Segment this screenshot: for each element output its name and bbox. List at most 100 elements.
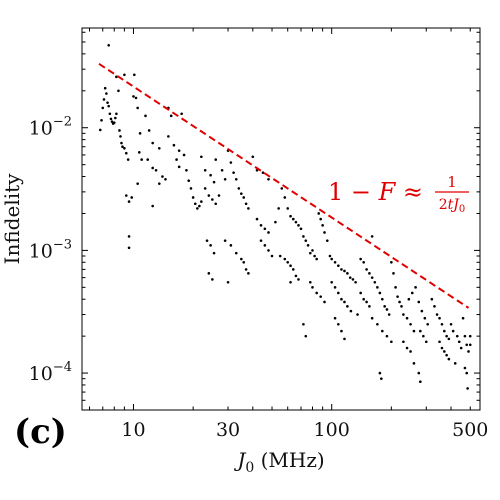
data-point <box>137 151 141 154</box>
data-point <box>119 135 122 138</box>
data-point <box>267 177 270 181</box>
data-point <box>447 337 451 341</box>
data-point <box>226 280 230 284</box>
data-point <box>323 231 326 234</box>
data-point <box>315 291 318 295</box>
data-point <box>100 118 103 122</box>
data-point <box>207 272 211 275</box>
data-point <box>376 322 379 326</box>
data-point <box>309 280 312 284</box>
data-point <box>267 249 270 252</box>
data-point <box>424 340 428 344</box>
data-point <box>410 291 414 295</box>
data-point <box>133 73 136 77</box>
data-point <box>138 132 142 135</box>
data-point <box>370 276 374 279</box>
data-point <box>147 129 151 132</box>
data-point <box>297 224 300 227</box>
data-point <box>325 239 329 242</box>
data-point <box>343 300 346 304</box>
data-points <box>98 43 472 390</box>
data-point <box>340 268 343 271</box>
data-point <box>182 153 186 157</box>
data-point <box>443 350 446 353</box>
data-point <box>420 309 424 313</box>
data-point <box>115 112 118 116</box>
data-point <box>333 260 337 264</box>
data-point <box>311 249 314 252</box>
data-point <box>291 268 295 271</box>
data-point <box>172 143 176 147</box>
data-point <box>356 313 359 316</box>
data-point <box>385 334 389 338</box>
data-point <box>232 171 235 174</box>
data-point <box>214 202 218 206</box>
y-tick-label: 10−3 <box>29 237 72 262</box>
data-point <box>311 286 314 289</box>
data-point <box>211 198 214 201</box>
data-point <box>277 207 280 210</box>
data-point <box>319 217 322 221</box>
data-point <box>294 274 298 278</box>
data-point <box>107 43 111 47</box>
data-point <box>121 145 124 149</box>
x-tick-label: 500 <box>452 419 488 441</box>
data-point <box>211 278 214 281</box>
data-point <box>378 291 382 295</box>
data-point <box>267 231 270 234</box>
data-point <box>124 194 128 197</box>
data-point <box>343 269 346 273</box>
data-point <box>98 128 102 132</box>
data-point <box>154 168 158 172</box>
data-point <box>466 387 469 390</box>
data-point <box>123 73 126 77</box>
y-tick-label: 10−4 <box>29 360 72 385</box>
data-point <box>426 322 429 326</box>
data-point <box>289 264 292 268</box>
data-point <box>123 146 126 150</box>
data-point <box>161 175 164 178</box>
data-point <box>438 340 441 344</box>
data-point <box>263 227 267 231</box>
data-point <box>169 114 173 118</box>
data-point <box>461 316 465 320</box>
data-point <box>370 316 374 320</box>
data-point <box>440 322 444 326</box>
data-point <box>373 280 377 284</box>
data-point <box>294 220 298 224</box>
data-point <box>217 194 221 197</box>
data-point <box>244 202 248 206</box>
data-point <box>343 337 346 341</box>
data-point <box>451 329 455 333</box>
data-point <box>445 334 448 338</box>
data-point <box>140 158 143 161</box>
data-point <box>255 217 259 221</box>
data-point <box>259 239 263 242</box>
data-point <box>220 168 224 172</box>
annotation-denominator: 2tJ0 <box>439 197 466 215</box>
data-point <box>321 224 324 227</box>
data-point <box>304 239 308 242</box>
data-point <box>289 280 292 284</box>
data-point <box>167 135 170 138</box>
data-point <box>280 187 284 190</box>
data-point <box>136 182 139 185</box>
data-point <box>362 297 365 301</box>
axes-frame <box>81 27 481 411</box>
data-point <box>237 187 241 190</box>
data-point <box>180 112 183 116</box>
data-point <box>402 340 405 344</box>
data-point <box>443 329 446 333</box>
data-point <box>242 260 246 264</box>
data-point <box>120 141 123 145</box>
data-point <box>447 357 451 361</box>
data-point <box>223 177 227 181</box>
data-point <box>234 177 238 181</box>
data-point <box>405 316 409 320</box>
data-point <box>390 340 393 344</box>
data-point <box>412 362 416 365</box>
data-point <box>385 308 389 311</box>
data-point <box>127 200 131 203</box>
x-tick-label: 100 <box>314 419 350 441</box>
data-point <box>304 334 308 338</box>
